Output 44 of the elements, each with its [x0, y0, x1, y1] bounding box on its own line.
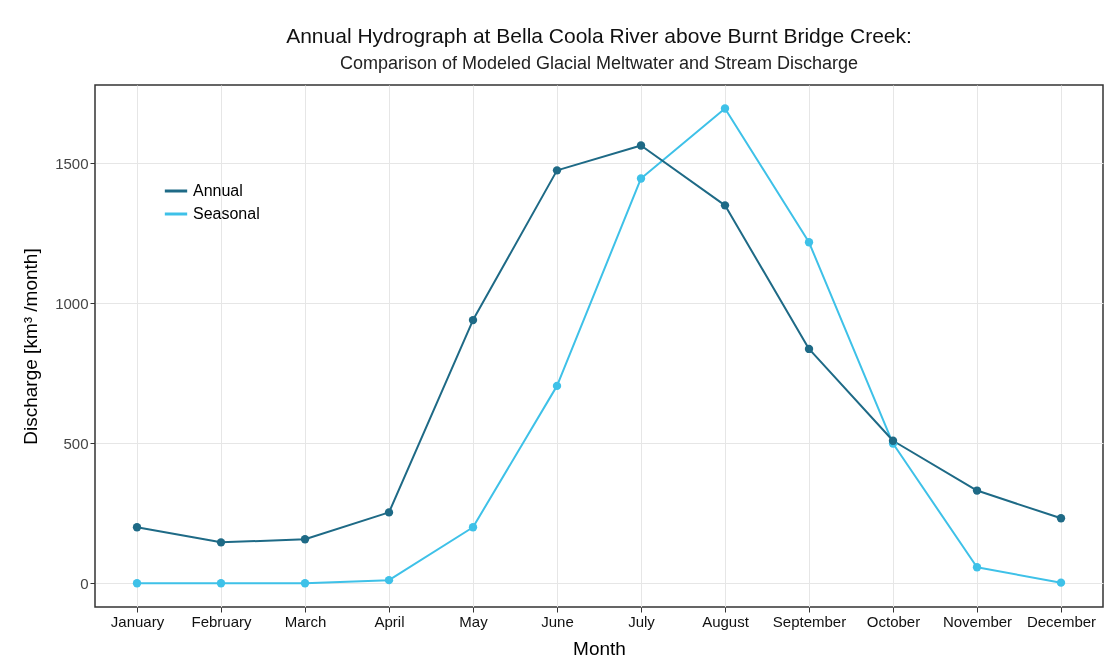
point [468, 315, 478, 325]
x-axis-title: Month [573, 637, 626, 659]
point [552, 381, 562, 391]
point [384, 575, 394, 585]
x-tick-label: March [284, 612, 327, 630]
x-tick-label: August [702, 612, 750, 630]
x-tick-label: May [459, 612, 489, 630]
point [636, 141, 646, 150]
x-tick-label: September [772, 612, 847, 630]
legend-label: Seasonal [193, 205, 260, 222]
y-tick-label: 500 [63, 434, 89, 452]
point [1056, 578, 1066, 587]
point [720, 104, 730, 113]
legend-label: Annual [193, 182, 243, 199]
chart-title: Annual Hydrograph at Bella Coola River above Burnt Bridge Creek: [286, 24, 912, 47]
point [972, 486, 982, 495]
y-tick-label: 1500 [55, 154, 89, 172]
point [468, 523, 478, 532]
point [216, 538, 226, 547]
point [720, 201, 730, 210]
point [300, 579, 310, 588]
x-tick-label: January [110, 612, 165, 630]
x-tick-label: November [942, 612, 1013, 630]
point [804, 238, 814, 247]
point [300, 535, 310, 544]
x-tick-label: February [191, 612, 253, 630]
y-axis-title: Discharge [km³ /month] [20, 248, 42, 445]
x-tick-label: June [541, 612, 574, 630]
point [972, 563, 982, 572]
y-tick-label: 1000 [55, 294, 89, 312]
point [636, 174, 646, 183]
x-tick-label: December [1026, 612, 1097, 630]
chart-subtitle: Comparison of Modeled Glacial Meltwater and Stream Discharge [339, 53, 859, 73]
point [132, 523, 142, 532]
point [1056, 514, 1066, 523]
y-tick-label: 0 [80, 574, 89, 592]
point [552, 166, 562, 175]
point [384, 508, 394, 517]
x-tick-label: July [628, 612, 656, 630]
point [132, 579, 142, 588]
point [804, 344, 814, 354]
point [216, 579, 226, 588]
x-tick-label: October [866, 612, 921, 630]
x-tick-label: April [374, 612, 405, 630]
